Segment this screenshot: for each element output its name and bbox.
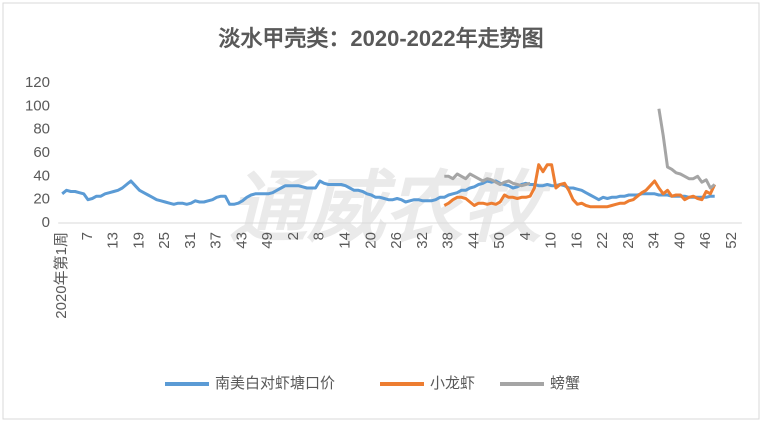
x-tick-label: 25 (156, 232, 173, 249)
y-tick-label: 20 (33, 191, 50, 208)
legend-label: 螃蟹 (550, 375, 580, 392)
x-tick-label: 4 (517, 232, 534, 240)
x-tick-label: 46 (697, 232, 714, 249)
y-tick-label: 60 (33, 144, 50, 161)
x-tick-label: 19 (130, 232, 147, 249)
y-tick-label: 100 (25, 97, 50, 114)
x-tick-label: 16 (568, 232, 585, 249)
x-tick-label: 37 (208, 232, 225, 249)
y-tick-label: 120 (25, 74, 50, 91)
x-tick-label: 38 (440, 232, 457, 249)
legend-label: 小龙虾 (430, 375, 475, 392)
legend-label: 南美白对虾塘口价 (215, 375, 335, 392)
x-tick-label: 31 (182, 232, 199, 249)
x-tick-label: 22 (594, 232, 611, 249)
y-tick-label: 80 (33, 121, 50, 138)
x-tick-label: 2 (285, 232, 302, 240)
series-line (61, 179, 715, 206)
x-tick-label: 2020年第1周 (52, 232, 70, 319)
x-tick-label: 34 (646, 232, 663, 249)
x-tick-label: 49 (259, 232, 276, 249)
series-line (443, 163, 717, 209)
x-tick-label: 8 (311, 232, 328, 240)
x-tick-label: 32 (414, 232, 431, 249)
chart-title: 淡水甲壳类：2020-2022年走势图 (218, 26, 543, 51)
x-tick-label: 44 (465, 232, 482, 249)
x-tick-label: 20 (362, 232, 379, 249)
x-tick-label: 40 (671, 232, 688, 249)
watermark: 通威农牧 (229, 164, 552, 252)
x-tick-label: 26 (388, 232, 405, 249)
x-tick-label: 43 (233, 232, 250, 249)
x-tick-label: 10 (543, 232, 560, 249)
chart-frame (2, 2, 760, 420)
x-tick-label: 28 (620, 232, 637, 249)
series-line (444, 108, 716, 190)
x-tick-label: 7 (79, 232, 96, 240)
x-tick-label: 14 (337, 232, 354, 249)
y-tick-label: 0 (42, 214, 50, 231)
x-tick-label: 50 (491, 232, 508, 249)
x-tick-label: 13 (105, 232, 122, 249)
x-tick-label: 52 (723, 232, 740, 249)
y-tick-label: 40 (33, 167, 50, 184)
